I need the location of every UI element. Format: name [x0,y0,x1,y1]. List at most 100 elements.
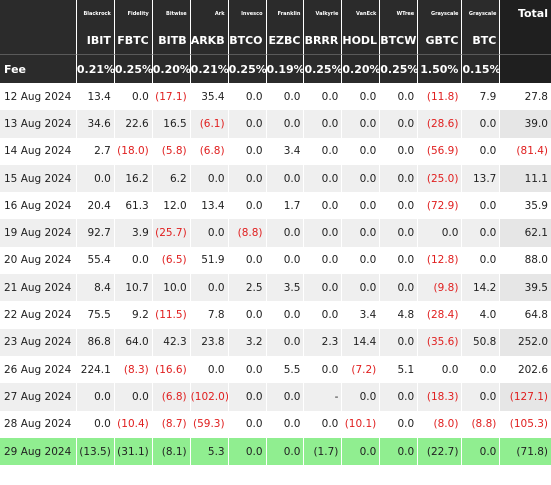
flow-cell: (16.6) [152,355,191,384]
flow-cell: 0.0 [380,192,419,220]
flow-cell: 0.0 [342,246,381,275]
flow-cell: 0.0 [380,137,419,165]
row-date: 13 Aug 2024 [0,110,77,138]
row-total: 27.8 [500,83,551,111]
row-date: 21 Aug 2024 [0,274,77,302]
flow-cell: 3.4 [266,137,305,165]
flow-cell: 0.0 [266,301,305,329]
flow-cell: 0.0 [228,164,267,193]
issuer-header: Invesco [228,0,267,27]
flow-cell: 14.4 [342,328,381,356]
flow-cell: 61.3 [114,192,153,220]
fee-value: 0.25% [228,54,267,83]
row-date: 16 Aug 2024 [0,192,77,220]
table-row: 29 Aug 2024 (13.5) (31.1) (8.1) 5.3 0.0 0.0 (1.… [0,437,551,466]
flow-cell: 3.4 [342,301,381,329]
flow-cell: 3.2 [228,328,267,356]
flow-cell: 0.0 [228,410,267,438]
flow-cell: 55.4 [76,246,115,275]
flow-cell: 0.0 [266,83,305,111]
flow-cell: 0.0 [304,164,343,193]
issuer-header: Franklin [266,0,305,27]
flow-cell: 0.0 [228,192,267,220]
flow-cell: (7.2) [342,355,381,384]
flow-cell: 0.0 [418,355,463,384]
flow-cell: 9.2 [114,301,153,329]
flow-cell: 0.0 [114,383,153,411]
flow-cell: 92.7 [76,219,115,247]
flow-cell: (28.6) [418,110,463,138]
row-date: 15 Aug 2024 [0,164,77,193]
flow-cell: 3.5 [266,274,305,302]
flow-cell: (8.3) [114,355,153,384]
flow-cell: (17.1) [152,83,191,111]
table-row: 20 Aug 2024 55.4 0.0 (6.5) 51.9 0.0 0.0 0.0 0.0 0… [0,246,551,275]
flow-cell: 2.5 [228,274,267,302]
ticker-header: BRRR [304,27,343,54]
flow-cell: (1.7) [304,437,343,466]
flow-cell: 2.3 [304,328,343,356]
flow-cell: 0.0 [304,355,343,384]
flow-cell: 4.0 [462,301,501,329]
flow-cell: 0.0 [462,192,501,220]
flow-cell: 0.0 [190,164,229,193]
flow-cell: 0.0 [266,437,305,466]
flow-cell: 50.8 [462,328,501,356]
flow-cell: (8.0) [418,410,463,438]
flow-cell: 0.0 [342,192,381,220]
flow-cell: 7.8 [190,301,229,329]
flow-cell: 0.0 [380,328,419,356]
flow-cell: 0.0 [342,110,381,138]
fee-value: 0.21% [76,54,115,83]
flow-cell: 12.0 [152,192,191,220]
flow-cell: (8.8) [462,410,501,438]
flow-cell: 0.0 [114,246,153,275]
flow-cell: (6.5) [152,246,191,275]
flow-cell: 64.0 [114,328,153,356]
fee-label: Fee [0,54,77,83]
flow-cell: 2.7 [76,137,115,165]
ticker-header: IBIT [76,27,115,54]
flow-cell: 0.0 [304,301,343,329]
flow-cell: 42.3 [152,328,191,356]
flow-cell: 0.0 [342,274,381,302]
flow-cell: 10.0 [152,274,191,302]
ticker-header: EZBC [266,27,305,54]
row-date: 22 Aug 2024 [0,301,77,329]
flow-cell: 0.0 [228,301,267,329]
fee-value: 0.15% [462,54,501,83]
ticker-header: BTCW [380,27,419,54]
flow-cell: 0.0 [462,137,501,165]
row-total: 39.0 [500,110,551,138]
flow-cell: 0.0 [342,383,381,411]
flow-cell: 16.5 [152,110,191,138]
flow-cell: 0.0 [304,137,343,165]
flow-cell: 13.7 [462,164,501,193]
flow-cell: 224.1 [76,355,115,384]
flow-cell: 0.0 [342,164,381,193]
issuer-header: Ark [190,0,229,27]
flow-cell: (25.0) [418,164,463,193]
ticker-header: BITB [152,27,191,54]
flow-cell: 0.0 [304,246,343,275]
flow-cell: 0.0 [266,164,305,193]
table-row: 21 Aug 2024 8.4 10.7 10.0 0.0 2.5 3.5 0.0 0.0 0.0… [0,274,551,302]
row-date: 27 Aug 2024 [0,383,77,411]
flow-cell: 0.0 [266,410,305,438]
flow-cell: (31.1) [114,437,153,466]
etf-flows-table: Blackrock Fidelity Bitwise Ark Invesco Frankl… [0,0,551,466]
flow-cell: 0.0 [462,437,501,466]
flow-cell: 0.0 [342,137,381,165]
flow-cell: 0.0 [380,164,419,193]
flow-cell: (10.1) [342,410,381,438]
flow-cell: (18.0) [114,137,153,165]
flow-cell: 35.4 [190,83,229,111]
flow-cell: 0.0 [342,437,381,466]
flow-cell: 0.0 [228,83,267,111]
issuer-header: VanEck [342,0,381,27]
row-total: (71.8) [500,437,551,466]
flow-cell: 5.3 [190,437,229,466]
flow-cell: 0.0 [418,219,463,247]
flow-cell: 0.0 [380,274,419,302]
issuer-header: Fidelity [114,0,153,27]
